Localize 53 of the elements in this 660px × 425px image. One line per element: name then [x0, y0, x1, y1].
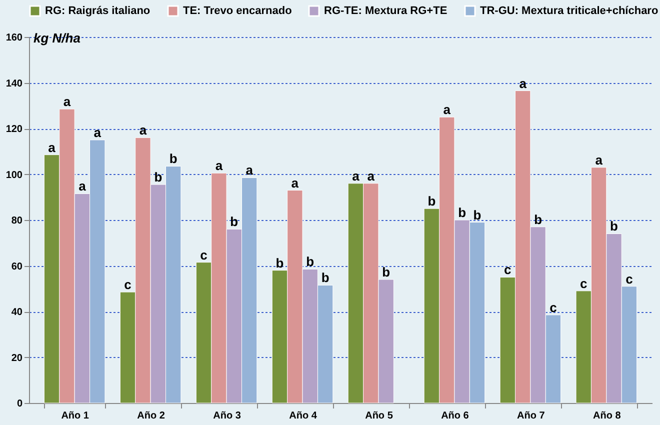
y-tick-label: 100	[6, 170, 23, 181]
data-label: a	[443, 102, 452, 118]
y-tick-label: 0	[16, 398, 23, 410]
y-tick-label: 120	[6, 124, 23, 135]
y-tick-label: 80	[11, 216, 23, 226]
data-label: a	[94, 124, 102, 140]
y-tick-label: 20	[11, 352, 23, 364]
data-label: c	[580, 276, 588, 291]
data-label: b	[230, 214, 238, 230]
x-tick-label: Año 2	[137, 410, 166, 422]
y-tick-label: 140	[6, 78, 23, 90]
data-label: a	[595, 152, 604, 168]
data-label: c	[200, 247, 208, 262]
data-label: c	[626, 271, 633, 286]
data-label: b	[321, 270, 330, 286]
legend-label: TR-GU: Mextura triticale+chícharo	[480, 5, 658, 17]
data-label: b	[458, 205, 466, 220]
legend-label: RG: Raigrás italiano	[45, 5, 150, 17]
data-label: a	[291, 175, 300, 190]
data-label: c	[124, 277, 132, 292]
data-label: c	[550, 300, 557, 315]
x-tick-label: Año 4	[289, 410, 318, 422]
data-label: c	[504, 262, 512, 278]
y-tick-label: 40	[11, 307, 23, 318]
x-tick-label: Año 6	[441, 410, 470, 422]
data-label: a	[48, 140, 56, 155]
data-label: b	[276, 255, 284, 270]
data-label: b	[473, 207, 482, 222]
y-tick-label: 160	[6, 32, 23, 44]
data-label: a	[519, 76, 528, 91]
data-label: a	[367, 168, 376, 184]
x-tick-label: Año 3	[213, 410, 242, 422]
data-label: b	[154, 170, 162, 185]
legend-label: TE: Trevo encarnado	[183, 5, 292, 17]
y-tick-label: 60	[11, 261, 23, 272]
data-label: a	[352, 168, 360, 184]
legend-label: RG-TE: Mextura RG+TE	[324, 5, 448, 17]
data-label: a	[78, 178, 87, 194]
data-label: b	[306, 254, 314, 270]
x-tick-label: Año 7	[517, 410, 546, 422]
x-tick-label: Año 1	[61, 410, 90, 422]
y-axis-title: kg N/ha	[34, 30, 80, 46]
data-label: a	[139, 122, 148, 138]
data-label: a	[246, 162, 254, 178]
data-label: b	[169, 151, 178, 166]
data-label: a	[215, 158, 224, 174]
data-label: a	[63, 94, 72, 110]
data-label: b	[382, 264, 390, 280]
x-tick-label: Año 5	[365, 410, 394, 422]
data-label: b	[534, 212, 542, 227]
data-label: b	[428, 194, 436, 209]
data-label: b	[610, 218, 618, 234]
x-tick-label: Año 8	[593, 410, 622, 422]
